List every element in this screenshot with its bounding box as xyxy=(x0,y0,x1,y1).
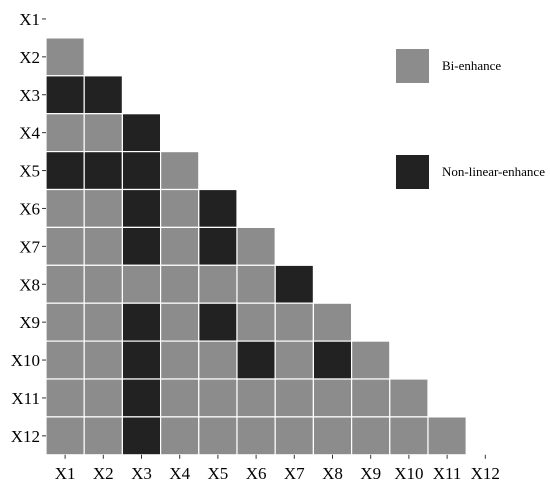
heatmap-cell xyxy=(83,188,123,229)
heatmap-cell xyxy=(351,416,391,456)
heatmap-cell xyxy=(83,226,123,266)
heatmap-cell xyxy=(389,416,429,456)
heatmap-cell xyxy=(121,416,162,456)
heatmap-cell xyxy=(83,264,123,304)
heatmap-cell xyxy=(236,302,276,342)
heatmap-cell xyxy=(121,264,162,304)
heatmap-cell xyxy=(83,340,123,380)
heatmap-cell xyxy=(236,264,276,304)
x-tick-label: X2 xyxy=(93,464,114,483)
heatmap-cell xyxy=(198,226,238,266)
heatmap-cell xyxy=(198,264,238,304)
heatmap-cell xyxy=(45,378,85,418)
y-tick-label: X8 xyxy=(19,275,40,294)
heatmap-cell xyxy=(274,378,315,418)
x-tick-label: X8 xyxy=(322,464,343,483)
heatmap-cell xyxy=(312,416,353,456)
heatmap-cell xyxy=(351,340,391,380)
y-axis-ticks: X1 X2 X3 X4 X5 X6 X7 X8 X9 X10 X11 X12 xyxy=(11,10,46,446)
heatmap-cell xyxy=(45,188,85,229)
heatmap-cell xyxy=(45,226,85,266)
heatmap-cell xyxy=(45,37,85,77)
legend-label: Non-linear-enhance xyxy=(442,164,545,179)
heatmap-cell xyxy=(198,378,238,418)
heatmap-cell xyxy=(45,302,85,342)
heatmap-cell xyxy=(160,151,200,191)
heatmap-cell xyxy=(236,340,276,380)
x-tick-label: X3 xyxy=(131,464,152,483)
heatmap-cell xyxy=(236,416,276,456)
heatmap-cell xyxy=(274,264,315,304)
y-tick-label: X10 xyxy=(11,351,40,370)
heatmap-cell xyxy=(312,340,353,380)
y-tick-label: X9 xyxy=(19,313,40,332)
heatmap-cell xyxy=(198,302,238,342)
heatmap-cell xyxy=(121,340,162,380)
heatmap-cell xyxy=(83,151,123,191)
y-tick-label: X2 xyxy=(19,48,40,67)
y-tick-label: X7 xyxy=(19,237,40,256)
y-tick-label: X5 xyxy=(19,162,40,181)
heatmap-cell xyxy=(83,75,123,115)
heatmap-cell xyxy=(160,302,200,342)
heatmap-cell xyxy=(160,226,200,266)
legend-label: Bi-enhance xyxy=(442,58,501,73)
x-tick-label: X4 xyxy=(169,464,190,483)
x-tick-label: X11 xyxy=(433,464,462,483)
heatmap-cell xyxy=(198,340,238,380)
x-tick-label: X1 xyxy=(55,464,76,483)
heatmap-cell xyxy=(121,151,162,191)
heatmap-cell xyxy=(83,113,123,153)
heatmap-cell xyxy=(274,340,315,380)
y-tick-label: X4 xyxy=(19,124,40,143)
heatmap-cell xyxy=(45,151,85,191)
heatmap-cell xyxy=(121,113,162,153)
heatmap-cell xyxy=(389,378,429,418)
heatmap-cell xyxy=(45,264,85,304)
x-tick-label: X5 xyxy=(208,464,229,483)
x-tick-label: X6 xyxy=(246,464,267,483)
heatmap-cell xyxy=(427,416,467,456)
heatmap-cell xyxy=(351,378,391,418)
heatmap-cell xyxy=(160,378,200,418)
heatmap-cell xyxy=(83,378,123,418)
y-tick-label: X1 xyxy=(19,10,40,29)
heatmap-cell xyxy=(236,226,276,266)
heatmap-cell xyxy=(312,378,353,418)
x-tick-label: X10 xyxy=(394,464,423,483)
heatmap-cell xyxy=(274,302,315,342)
heatmap-cell xyxy=(83,416,123,456)
legend-swatch xyxy=(396,155,429,189)
heatmap-cell xyxy=(160,188,200,229)
y-tick-label: X11 xyxy=(11,389,40,408)
heatmap-cell xyxy=(121,226,162,266)
heatmap-cell xyxy=(274,416,315,456)
heatmap-cell xyxy=(83,302,123,342)
x-tick-label: X7 xyxy=(284,464,305,483)
x-tick-label: X12 xyxy=(471,464,500,483)
heatmap-cell xyxy=(45,75,85,115)
heatmap-cell xyxy=(121,378,162,418)
heatmap-cell xyxy=(312,302,353,342)
y-tick-label: X12 xyxy=(11,427,40,446)
x-axis-ticks: X1 X2 X3 X4 X5 X6 X7 X8 X9 X10 X11 X12 xyxy=(55,454,500,483)
heatmap-cell xyxy=(121,188,162,229)
heatmap-cell xyxy=(160,416,200,456)
x-tick-label: X9 xyxy=(360,464,381,483)
heatmap-cell xyxy=(121,302,162,342)
heatmap-cell xyxy=(160,264,200,304)
heatmap-cell xyxy=(45,340,85,380)
heatmap-cell xyxy=(198,416,238,456)
heatmap-cells xyxy=(45,37,467,456)
legend-swatch xyxy=(396,49,429,83)
heatmap-cell xyxy=(236,378,276,418)
y-tick-label: X6 xyxy=(19,199,40,218)
legend: Bi-enhance Non-linear-enhance xyxy=(396,49,545,189)
heatmap-cell xyxy=(160,340,200,380)
y-tick-label: X3 xyxy=(19,86,40,105)
heatmap-cell xyxy=(198,188,238,229)
heatmap-cell xyxy=(45,113,85,153)
heatmap-cell xyxy=(45,416,85,456)
